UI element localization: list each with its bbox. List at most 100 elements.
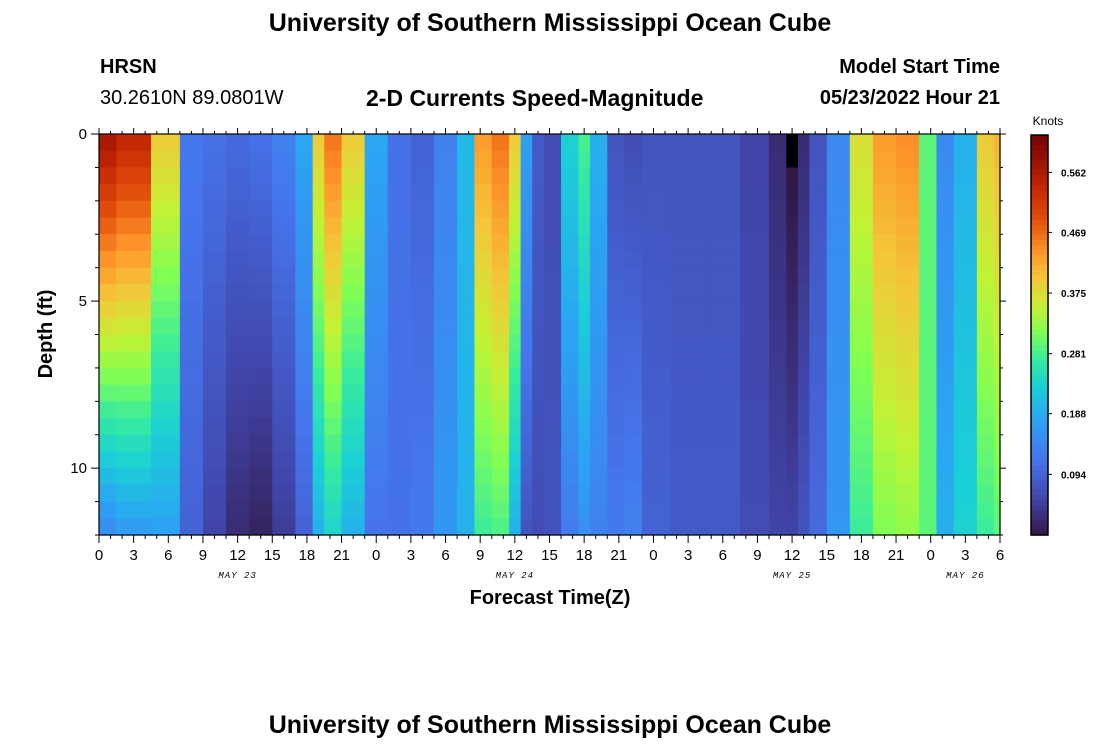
heatmap-cell [532, 250, 545, 269]
heatmap-cell [872, 250, 897, 269]
heatmap-cell [740, 468, 770, 486]
heatmap-cell [179, 167, 204, 185]
colorbar-segment [1031, 395, 1048, 401]
heatmap-cell [670, 518, 707, 536]
heatmap-cell [312, 184, 325, 202]
heatmap-cell [312, 434, 325, 453]
heatmap-cell [543, 501, 562, 519]
x-tick-label: 12 [507, 547, 524, 564]
heatmap-cell [797, 200, 810, 219]
heatmap-cell [150, 351, 181, 369]
heatmap-cell [509, 150, 522, 169]
station-coordinates: 30.2610N 89.0801W [100, 87, 284, 109]
heatmap-cell [786, 167, 799, 185]
heatmap-cell [561, 150, 579, 169]
heatmap-cell [410, 434, 435, 453]
heatmap-cell [976, 468, 995, 486]
heatmap-cell [99, 468, 117, 486]
colorbar-segment [1031, 530, 1048, 536]
heatmap-cell [786, 250, 799, 269]
heatmap-cell [768, 150, 787, 169]
heatmap-cell [670, 150, 707, 169]
heatmap-cell [561, 418, 579, 436]
colorbar-segment [1031, 135, 1048, 141]
heatmap-cell [116, 484, 152, 503]
heatmap-cell [312, 301, 325, 319]
colorbar-segment [1031, 510, 1048, 516]
heatmap-cell [896, 317, 920, 336]
heatmap-cell [589, 234, 608, 252]
heatmap-cell [740, 184, 770, 202]
heatmap-cell [532, 267, 545, 285]
heatmap-cell [410, 501, 435, 519]
heatmap-cell [520, 217, 533, 235]
heatmap-cell [786, 184, 799, 202]
heatmap-cell [919, 167, 938, 185]
heatmap-cell [872, 334, 897, 352]
heatmap-cell [509, 167, 522, 185]
heatmap-cell [740, 317, 770, 336]
heatmap-cell [532, 484, 545, 503]
colorbar-segment [1031, 235, 1048, 241]
heatmap-cell [324, 167, 343, 185]
heatmap-cell [116, 418, 152, 436]
heatmap-cell [953, 518, 978, 536]
heatmap-cell [202, 451, 227, 469]
heatmap-cell [150, 418, 181, 436]
heatmap-cell [410, 484, 435, 503]
heatmap-cell [561, 334, 579, 352]
y-axis-label: Depth (ft) [35, 290, 57, 379]
colorbar-segment [1031, 295, 1048, 301]
heatmap-cell [324, 334, 343, 352]
heatmap-cell [740, 217, 770, 235]
heatmap-cell [295, 167, 314, 185]
heatmap-cell [896, 134, 920, 152]
heatmap-cell [786, 317, 799, 336]
colorbar-segment [1031, 485, 1048, 491]
heatmap-cell [994, 200, 1001, 219]
heatmap-cell [150, 384, 181, 402]
heatmap-cell [341, 401, 366, 419]
heatmap-cell [433, 150, 458, 169]
heatmap-cell [976, 367, 995, 386]
heatmap-cell [150, 167, 181, 185]
heatmap-cell [520, 518, 533, 536]
heatmap-cell [919, 501, 938, 519]
heatmap-cell [457, 317, 476, 336]
heatmap-cell [249, 434, 273, 453]
heatmap-cell [295, 200, 314, 219]
heatmap-cell [249, 150, 273, 169]
heatmap-cell [410, 250, 435, 269]
heatmap-cell [457, 234, 476, 252]
heatmap-cell [826, 250, 851, 269]
colorbar-segment [1031, 225, 1048, 231]
heatmap-cell [641, 267, 672, 285]
heatmap-cell [532, 418, 545, 436]
heatmap-cell [226, 134, 250, 152]
heatmap-cell [179, 284, 204, 302]
colorbar-segment [1031, 355, 1048, 361]
heatmap-cell [474, 334, 493, 352]
heatmap-cell [99, 234, 117, 252]
heatmap-cell [324, 184, 343, 202]
heatmap-cell [896, 468, 920, 486]
heatmap-cell [768, 184, 787, 202]
heatmap-cell [797, 451, 810, 469]
heatmap-cell [324, 501, 343, 519]
colorbar-segment [1031, 220, 1048, 226]
heatmap-cell [179, 200, 204, 219]
x-tick-label: 0 [372, 547, 380, 564]
heatmap-cell [387, 217, 412, 235]
x-tick-label: 0 [927, 547, 935, 564]
heatmap-cell [872, 484, 897, 503]
colorbar-tick-label: 0.094 [1061, 470, 1086, 481]
colorbar-segment [1031, 500, 1048, 506]
heatmap-cell [994, 451, 1001, 469]
heatmap-cell [826, 267, 851, 285]
heatmap-cell [150, 401, 181, 419]
heatmap-cell [589, 334, 608, 352]
heatmap-cell [179, 351, 204, 369]
heatmap-cell [509, 200, 522, 219]
heatmap-cell [433, 451, 458, 469]
heatmap-cell [509, 351, 522, 369]
